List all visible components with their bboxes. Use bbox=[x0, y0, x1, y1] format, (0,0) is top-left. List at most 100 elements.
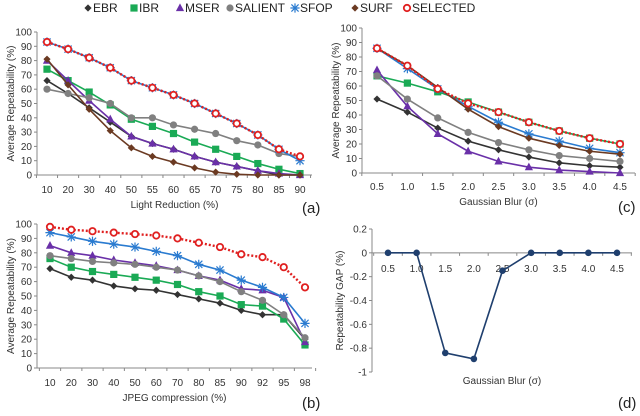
data-point-salient bbox=[403, 95, 411, 103]
data-point-ebr bbox=[131, 285, 139, 293]
data-point-selected bbox=[232, 119, 241, 128]
y-tick-label: 100 bbox=[15, 220, 32, 231]
data-point-ibr bbox=[85, 88, 93, 96]
data-point-ibr bbox=[131, 273, 139, 281]
data-point-selected bbox=[300, 283, 310, 292]
x-tick-label: 1.5 bbox=[438, 264, 452, 275]
legend-marker-sfop bbox=[290, 3, 300, 13]
data-point-selected bbox=[211, 109, 220, 118]
y-tick-label: 60 bbox=[346, 82, 358, 93]
y-tick-label: 30 bbox=[21, 320, 33, 331]
data-point-selected bbox=[63, 45, 73, 54]
data-point-salient bbox=[237, 288, 245, 296]
x-tick-label: 2.0 bbox=[461, 182, 475, 193]
data-point-gap bbox=[499, 267, 506, 275]
legend-label-surf: SURF bbox=[360, 1, 393, 15]
data-point-mser bbox=[190, 151, 199, 160]
data-point-ebr bbox=[88, 276, 97, 284]
legend-label-sfop: SFOP bbox=[300, 1, 333, 15]
data-point-salient bbox=[148, 114, 157, 122]
chart-d: -1-0.8-0.6-0.4-0.200.20.51.01.52.02.53.0… bbox=[335, 225, 636, 413]
data-point-ibr bbox=[212, 145, 220, 153]
data-point-selected bbox=[42, 37, 52, 47]
x-tick-label: 1.0 bbox=[400, 182, 414, 193]
data-point-selected bbox=[152, 231, 161, 240]
series-line-sfop bbox=[46, 41, 301, 162]
y-tick-label: 80 bbox=[346, 53, 358, 64]
data-point-sfop bbox=[87, 236, 98, 246]
x-tick-label: 4.0 bbox=[583, 182, 597, 193]
x-axis-label: Light Reduction (%) bbox=[131, 200, 219, 211]
x-axis-label: Gaussian Blur (σ) bbox=[463, 376, 541, 387]
data-point-ebr bbox=[403, 108, 411, 116]
data-point-sfop bbox=[279, 292, 289, 303]
data-point-mser bbox=[585, 166, 594, 175]
chart-b: 0 10 20 30 40 50 60 70 80 90 100 10 20 30 40 50 60 70 80 85… bbox=[6, 220, 320, 413]
x-tick-label: 40 bbox=[108, 378, 120, 389]
y-axis-label: Average Repeatability (%) bbox=[331, 43, 342, 159]
data-point-surf bbox=[43, 55, 51, 63]
x-tick-label: 70 bbox=[210, 185, 222, 196]
data-point-salient bbox=[195, 272, 203, 280]
x-tick-label: 65 bbox=[189, 185, 201, 196]
x-tick-label: 1.5 bbox=[431, 182, 445, 193]
data-point-ebr bbox=[195, 295, 203, 303]
y-tick-label: 0 bbox=[351, 169, 357, 180]
data-point-surf bbox=[275, 171, 283, 179]
legend-label-ebr: EBR bbox=[93, 1, 118, 15]
y-tick-label: 0.2 bbox=[353, 225, 367, 236]
data-point-salient bbox=[373, 72, 381, 80]
x-tick-label: 80 bbox=[252, 185, 264, 196]
chart-a: 0 10 20 30 40 50 60 70 80 90 100 10 20 30 40 50 55 60 65 70… bbox=[6, 28, 320, 218]
y-tick-label: 0 bbox=[26, 364, 32, 375]
y-tick-label: 50 bbox=[21, 292, 33, 303]
y-tick-label: 30 bbox=[21, 128, 33, 139]
data-point-mser bbox=[67, 248, 76, 256]
data-point-selected bbox=[253, 130, 262, 140]
data-point-salient bbox=[169, 121, 178, 129]
x-tick-label: 10 bbox=[41, 185, 53, 196]
y-tick-label: 40 bbox=[346, 111, 358, 122]
y-tick-label: 0 bbox=[26, 171, 32, 182]
x-tick-label: 60 bbox=[168, 185, 180, 196]
data-point-ibr bbox=[173, 280, 182, 289]
data-point-sfop bbox=[130, 242, 140, 252]
data-point-surf bbox=[555, 141, 563, 150]
data-point-mser bbox=[106, 114, 115, 123]
legend-label-ibr: IBR bbox=[139, 1, 159, 15]
data-point-surf bbox=[85, 105, 93, 113]
data-point-surf bbox=[106, 127, 114, 135]
data-point-salient bbox=[233, 137, 241, 145]
data-point-ibr bbox=[195, 288, 203, 296]
data-point-mser bbox=[524, 162, 533, 171]
data-point-sfop bbox=[257, 282, 268, 292]
data-point-surf bbox=[464, 105, 472, 113]
data-point-ibr bbox=[237, 301, 245, 309]
data-point-salient bbox=[190, 125, 199, 133]
y-axis-label: Repeatability GAP (%) bbox=[335, 251, 346, 351]
y-tick-label: 60 bbox=[21, 85, 33, 96]
data-point-mser bbox=[148, 138, 157, 147]
data-point-salient bbox=[67, 254, 75, 263]
data-point-salient bbox=[46, 252, 54, 260]
y-tick-label: 70 bbox=[21, 70, 33, 81]
data-point-ibr bbox=[43, 65, 51, 73]
data-point-ebr bbox=[616, 163, 624, 171]
data-point-selected bbox=[403, 61, 412, 70]
data-point-salient bbox=[258, 296, 267, 304]
x-tick-label: 3.5 bbox=[553, 264, 567, 275]
y-tick-label: 80 bbox=[21, 248, 33, 259]
data-point-surf bbox=[64, 81, 72, 89]
x-tick-label: 50 bbox=[129, 378, 141, 389]
data-point-mser bbox=[45, 241, 55, 249]
data-point-gap bbox=[613, 249, 621, 257]
data-point-salient bbox=[127, 114, 135, 122]
legend-marker-selected bbox=[402, 3, 412, 13]
y-tick-label: 100 bbox=[340, 24, 357, 35]
data-point-salient bbox=[555, 152, 563, 160]
data-point-ibr bbox=[190, 138, 199, 146]
data-point-mser bbox=[211, 157, 220, 166]
y-tick-label: 90 bbox=[346, 38, 358, 49]
x-tick-label: 4.0 bbox=[581, 264, 595, 275]
data-point-salient bbox=[85, 94, 93, 102]
